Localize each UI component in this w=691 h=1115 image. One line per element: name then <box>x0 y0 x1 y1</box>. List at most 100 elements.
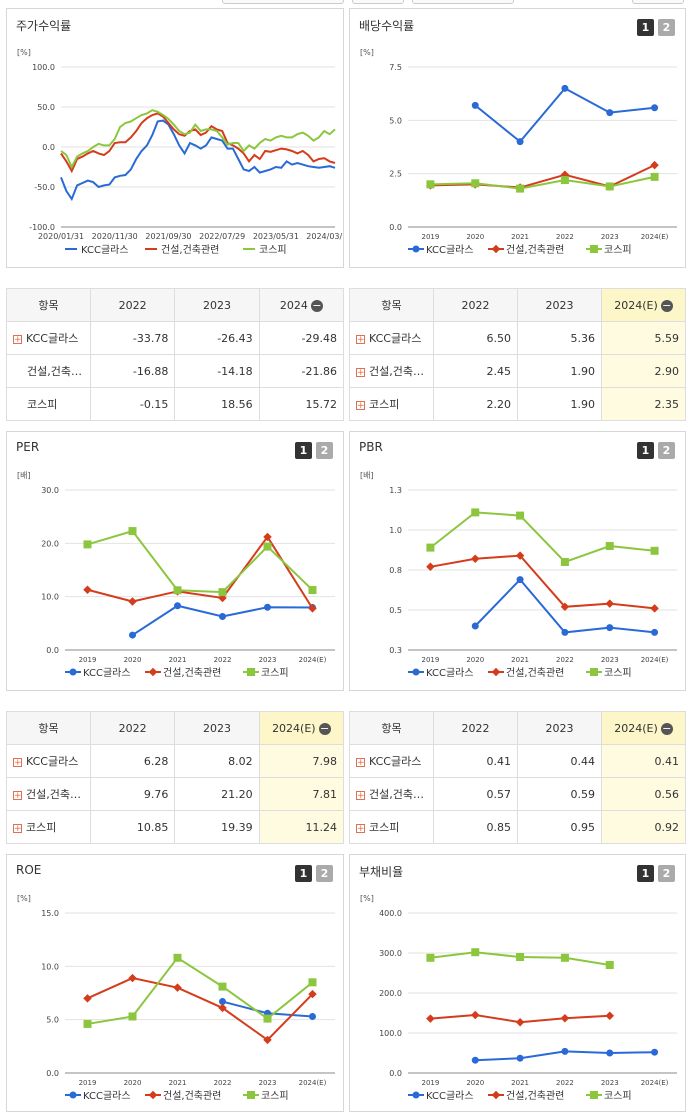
collapse-minus-icon[interactable]: − <box>660 721 673 735</box>
row-label-cell: + KCC글라스 <box>349 321 434 355</box>
point-kospi <box>471 508 480 517</box>
legend-item-kcc[interactable]: KCC글라스 <box>408 667 474 679</box>
table-row: + 건설,건축… 9.76 21.20 7.81 <box>6 777 345 811</box>
chart-mode-1-button[interactable]: 1 <box>637 865 654 882</box>
legend-label: 코스피 <box>604 1090 632 1102</box>
expand-plus-icon[interactable]: + <box>356 790 365 801</box>
point-construction <box>471 1010 480 1020</box>
series-line-kospi <box>87 956 314 1025</box>
chart-mode-1-button[interactable]: 1 <box>295 865 312 882</box>
y-tick-label: 10.0 <box>41 593 59 602</box>
legend-item-kcc[interactable]: KCC글라스 <box>408 1090 474 1102</box>
chart-title: ROE <box>16 863 42 877</box>
chart-mode-1-button[interactable]: 1 <box>637 19 654 36</box>
legend-item-kcc[interactable]: KCC글라스 <box>65 1090 131 1102</box>
toolbar-button[interactable] <box>412 0 514 4</box>
legend-label: 코스피 <box>604 667 632 679</box>
column-header-label: 2022 <box>461 721 490 735</box>
chart-mode-2-button[interactable]: 2 <box>658 865 675 882</box>
per-table: 항목 2022 2023 2024(E) − + KCC글라스 6.28 8.02 7.98 + 건설… <box>6 711 345 844</box>
expand-plus-icon[interactable]: + <box>356 367 365 378</box>
expand-plus-icon[interactable]: + <box>356 823 365 834</box>
table-row: + KCC글라스 -33.78 -26.43 -29.48 <box>6 321 345 355</box>
chart-svg: [%] 15.0 10.0 5.0 0.0 2019 2020 2021 2022 2023 202… <box>17 894 335 1102</box>
value-cell: 0.95 <box>517 810 602 844</box>
series-line-construction <box>430 554 655 610</box>
value-cell: 0.56 <box>601 777 686 811</box>
legend-item-kospi[interactable]: 코스피 <box>586 244 632 256</box>
chart-svg: [배] 1.3 1.0 0.8 0.5 0.3 2019 2020 2021 2022 2023 20… <box>360 471 677 679</box>
point-kcc <box>129 631 136 639</box>
point-construction <box>218 1003 227 1013</box>
collapse-minus-icon[interactable]: − <box>310 298 323 312</box>
x-tick-label: 2019 <box>422 233 440 241</box>
expand-plus-icon[interactable]: + <box>13 790 22 801</box>
chart-mode-1-button[interactable]: 1 <box>295 442 312 459</box>
row-label: KCC글라스 <box>26 332 79 345</box>
series-line-kospi <box>87 529 314 594</box>
toolbar-button[interactable] <box>222 0 344 4</box>
collapse-minus-icon[interactable]: − <box>318 721 331 735</box>
legend-item-kcc[interactable]: KCC글라스 <box>65 244 129 256</box>
value-cell: 1.90 <box>517 354 602 388</box>
x-tick-label: 2020 <box>124 656 142 664</box>
legend-item-kospi[interactable]: 코스피 <box>586 1090 632 1102</box>
value-cell: 0.41 <box>601 744 686 778</box>
legend-item-construction[interactable]: 건설,건축관련 <box>488 1090 564 1102</box>
expand-plus-icon[interactable]: + <box>356 334 365 345</box>
legend-item-kospi[interactable]: 코스피 <box>243 1090 289 1102</box>
expand-plus-icon[interactable]: + <box>13 334 22 345</box>
y-tick-label: -100.0 <box>29 223 55 232</box>
toolbar-button[interactable] <box>352 0 404 4</box>
expand-plus-icon[interactable]: + <box>13 757 22 768</box>
legend-item-kcc[interactable]: KCC글라스 <box>65 667 131 679</box>
value-cell: 10.85 <box>89 810 176 844</box>
x-tick-label: 2024(E) <box>641 1079 669 1087</box>
chart-mode-2-button[interactable]: 2 <box>658 442 675 459</box>
column-header-label: 2024(E) <box>614 721 658 735</box>
legend-item-construction[interactable]: 건설,건축관련 <box>145 1090 221 1102</box>
chart-mode-1-button[interactable]: 1 <box>637 442 654 459</box>
expand-plus-icon[interactable]: + <box>13 823 22 834</box>
x-tick-label: 2021 <box>511 1079 529 1087</box>
legend-item-construction[interactable]: 건설,건축관련 <box>488 667 564 679</box>
value-cell: -16.88 <box>89 354 176 388</box>
point-kospi <box>218 588 227 597</box>
expand-plus-icon[interactable]: + <box>356 757 365 768</box>
x-tick-label: 2022 <box>214 656 232 664</box>
x-tick-label: 2021 <box>169 656 187 664</box>
column-header: 항목 <box>6 288 91 322</box>
table-row: + 건설,건축… 2.45 1.90 2.90 <box>349 354 686 388</box>
legend-item-kcc[interactable]: KCC글라스 <box>408 244 474 256</box>
row-label: KCC글라스 <box>26 755 79 768</box>
x-tick-label: 2024(E) <box>299 1079 327 1087</box>
table-header-row: 항목 2022 2023 2024(E) − <box>349 288 686 322</box>
x-tick-label: 2024(E) <box>641 233 669 241</box>
expand-plus-icon[interactable]: + <box>356 400 365 411</box>
legend-label: 코스피 <box>259 244 287 256</box>
legend-item-kospi[interactable]: 코스피 <box>586 667 632 679</box>
legend-item-construction[interactable]: 건설,건축관련 <box>145 667 221 679</box>
legend-label: KCC글라스 <box>83 1090 131 1102</box>
pbr-chart-panel: PBR 1 2 [배] 1.3 1.0 0.8 0.5 0.3 2019 2020 2021 2022 2… <box>349 431 686 691</box>
chart-mode-2-button[interactable]: 2 <box>658 19 675 36</box>
column-header: 항목 <box>6 711 91 745</box>
toolbar-button[interactable] <box>632 0 684 4</box>
point-kospi <box>83 1019 92 1028</box>
point-kcc <box>516 138 524 146</box>
legend-item-construction[interactable]: 건설,건축관련 <box>145 244 219 256</box>
y-tick-label: 1.0 <box>389 526 402 535</box>
legend-item-kospi[interactable]: 코스피 <box>243 667 289 679</box>
column-header: 2023 <box>174 711 260 745</box>
chart-mode-2-button[interactable]: 2 <box>316 865 333 882</box>
collapse-minus-icon[interactable]: − <box>660 298 673 312</box>
legend-item-kospi[interactable]: 코스피 <box>243 244 287 256</box>
legend-item-construction[interactable]: 건설,건축관련 <box>488 244 564 256</box>
series-line-construction <box>430 164 656 189</box>
legend-label: 건설,건축관련 <box>161 244 219 256</box>
column-header-label: 2023 <box>545 298 574 312</box>
column-header: 항목 <box>349 288 434 322</box>
chart-mode-2-button[interactable]: 2 <box>316 442 333 459</box>
debt-ratio-chart-panel: 부채비율 1 2 [%] 400.0 300.0 200.0 100.0 0.0 2019 2020… <box>349 854 686 1112</box>
